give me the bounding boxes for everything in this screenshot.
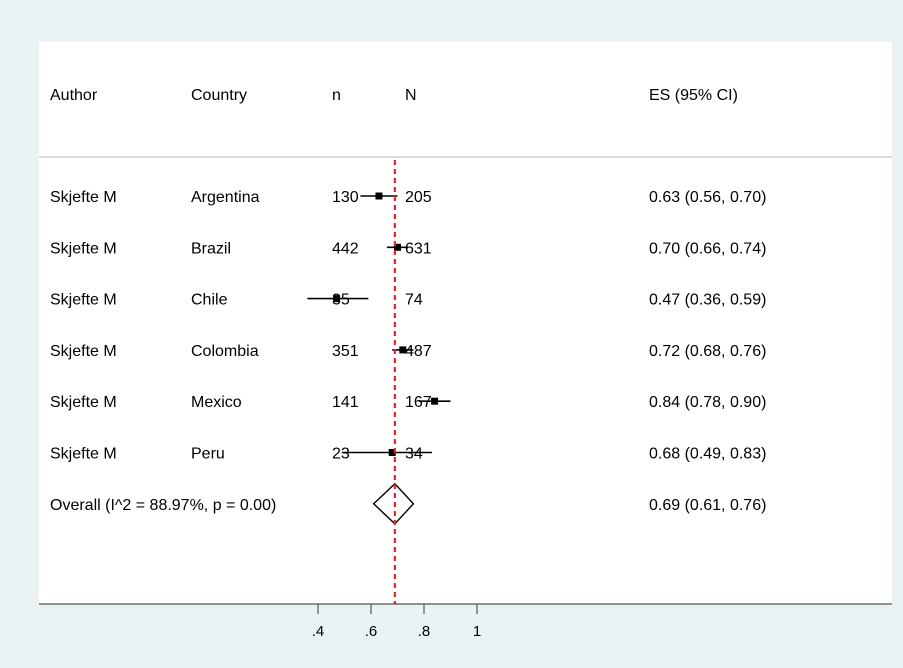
study-N: 167 [405, 394, 432, 411]
study-country: Colombia [191, 343, 259, 360]
effect-marker [399, 346, 407, 354]
study-country: Chile [191, 292, 228, 309]
effect-marker [375, 192, 383, 200]
x-tick-label: .6 [365, 623, 378, 640]
study-rows: Skjefte M Argentina 130 205 0.63 (0.56, 0.70… [50, 189, 766, 514]
header-author: Author [50, 87, 98, 104]
study-country: Peru [191, 446, 225, 463]
study-country: Brazil [191, 240, 231, 257]
study-N: 487 [405, 343, 432, 360]
study-n: 130 [332, 189, 359, 206]
study-n: 141 [332, 394, 359, 411]
overall-label: Overall (I^2 = 88.97%, p = 0.00) [50, 497, 276, 514]
header-country: Country [191, 87, 247, 104]
plot-marks [307, 160, 451, 604]
study-author: Skjefte M [50, 394, 117, 411]
study-n: 23 [332, 446, 350, 463]
study-N: 74 [405, 292, 423, 309]
study-author: Skjefte M [50, 292, 117, 309]
study-country: Argentina [191, 189, 260, 206]
study-n: 351 [332, 343, 359, 360]
study-es-label: 0.47 (0.36, 0.59) [649, 292, 766, 309]
effect-marker [388, 449, 396, 456]
study-author: Skjefte M [50, 240, 117, 257]
effect-marker [394, 243, 401, 251]
study-es-label: 0.70 (0.66, 0.74) [649, 240, 766, 257]
study-author: Skjefte M [50, 446, 117, 463]
study-es-label: 0.63 (0.56, 0.70) [649, 189, 766, 206]
x-axis-ticks: .4 .6 .8 1 [312, 604, 481, 640]
overall-es-label: 0.69 (0.61, 0.76) [649, 497, 766, 514]
study-es-label: 0.84 (0.78, 0.90) [649, 394, 766, 411]
study-N: 631 [405, 240, 432, 257]
study-country: Mexico [191, 394, 242, 411]
effect-marker [431, 397, 439, 405]
x-tick-label: .8 [418, 623, 431, 640]
x-tick-label: 1 [473, 623, 481, 640]
study-n: 442 [332, 240, 359, 257]
study-N: 34 [405, 446, 423, 463]
study-author: Skjefte M [50, 343, 117, 360]
header-es: ES (95% CI) [649, 87, 738, 104]
effect-marker [333, 295, 341, 303]
header-N: N [405, 87, 417, 104]
study-es-label: 0.68 (0.49, 0.83) [649, 446, 766, 463]
x-tick-label: .4 [312, 623, 325, 640]
overall-diamond [372, 482, 415, 525]
plot-background [39, 42, 892, 604]
study-author: Skjefte M [50, 189, 117, 206]
header-n: n [332, 87, 341, 104]
study-N: 205 [405, 189, 432, 206]
study-es-label: 0.72 (0.68, 0.76) [649, 343, 766, 360]
